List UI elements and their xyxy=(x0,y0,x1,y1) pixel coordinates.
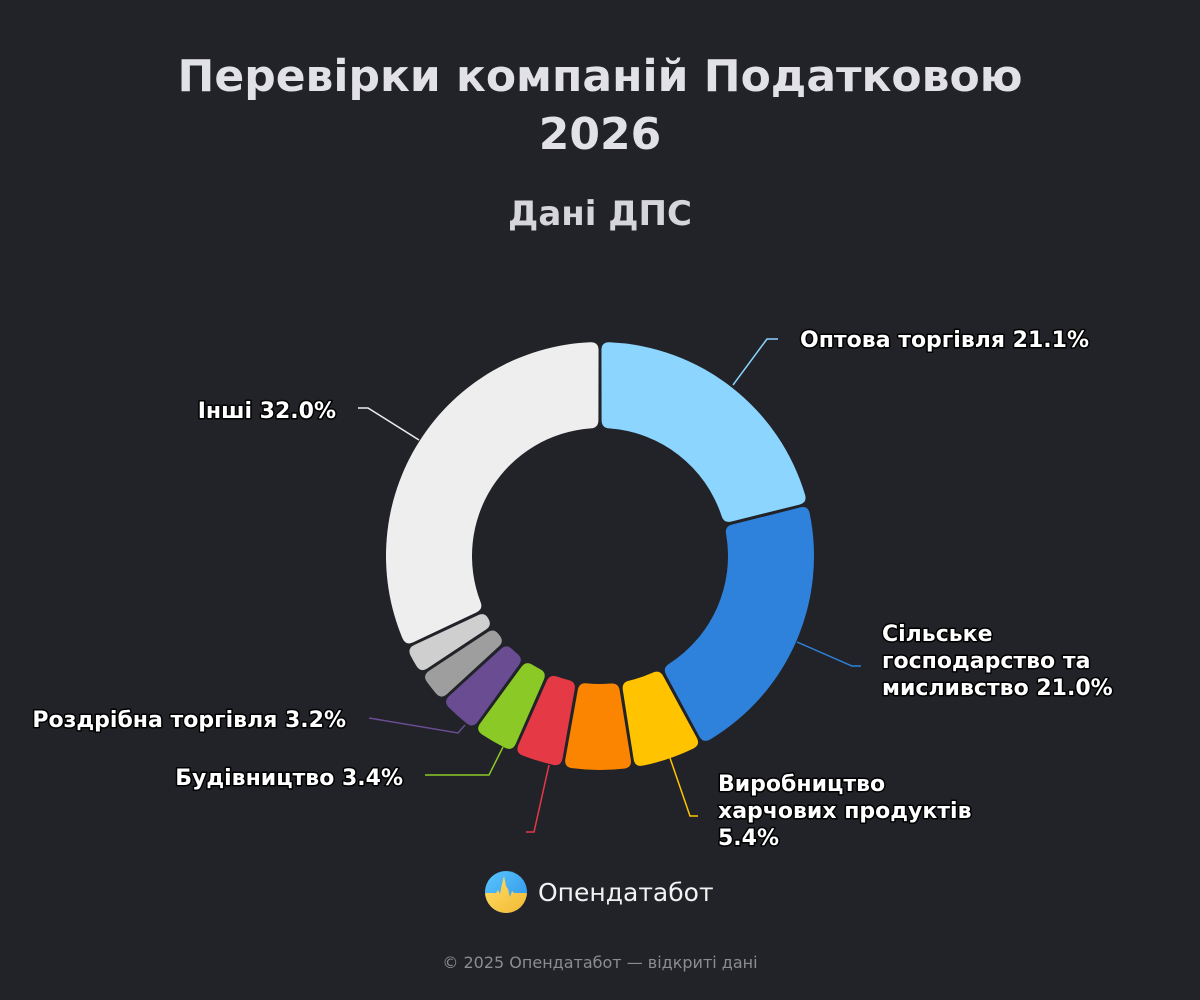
leader-line xyxy=(425,746,504,776)
pie-slice-10[interactable] xyxy=(386,342,599,644)
opendatabot-logo-icon xyxy=(485,871,527,913)
pie-slice-1[interactable] xyxy=(601,342,806,522)
pie-slice-unlabeled-5[interactable] xyxy=(517,675,575,766)
chart-title-line1: Перевірки компаній Податковою xyxy=(177,51,1023,102)
slice-label: Виробництво харчових продуктів 5.4% xyxy=(718,772,972,851)
chart-title: Перевірки компаній Податковою 2026 xyxy=(0,48,1200,164)
chart-title-line2: 2026 xyxy=(538,109,662,160)
footer-copyright: © 2025 Опендатабот — відкриті дані xyxy=(442,953,758,972)
leader-line xyxy=(358,407,420,441)
pie-slice-3[interactable] xyxy=(622,671,699,766)
pie-slice-unlabeled-8[interactable] xyxy=(425,630,502,697)
slice-label: Оптова торгівля 21.1% xyxy=(800,328,1089,353)
pie-slice-6[interactable] xyxy=(478,663,545,749)
pie-slice-unlabeled-4[interactable] xyxy=(565,683,631,770)
leader-line xyxy=(526,764,550,833)
slice-label: Будівництво 3.4% xyxy=(175,766,403,791)
chart-subtitle: Дані ДПС xyxy=(508,194,692,234)
slice-label: Роздрібна торгівля 3.2% xyxy=(32,708,346,733)
pie-slice-unlabeled-9[interactable] xyxy=(409,614,490,671)
pie-slice-7[interactable] xyxy=(446,646,521,726)
leader-line xyxy=(669,757,698,817)
leader-line xyxy=(796,641,861,667)
pie-slice-2[interactable] xyxy=(664,507,814,741)
leader-line xyxy=(732,338,778,386)
leader-line xyxy=(368,717,466,734)
brand: Опендатабот xyxy=(484,870,714,914)
slice-label: Сільське господарство та мисливство 21.0% xyxy=(882,622,1113,701)
brand-name: Опендатабот xyxy=(538,877,714,907)
slice-label: Інші 32.0% xyxy=(198,399,336,424)
